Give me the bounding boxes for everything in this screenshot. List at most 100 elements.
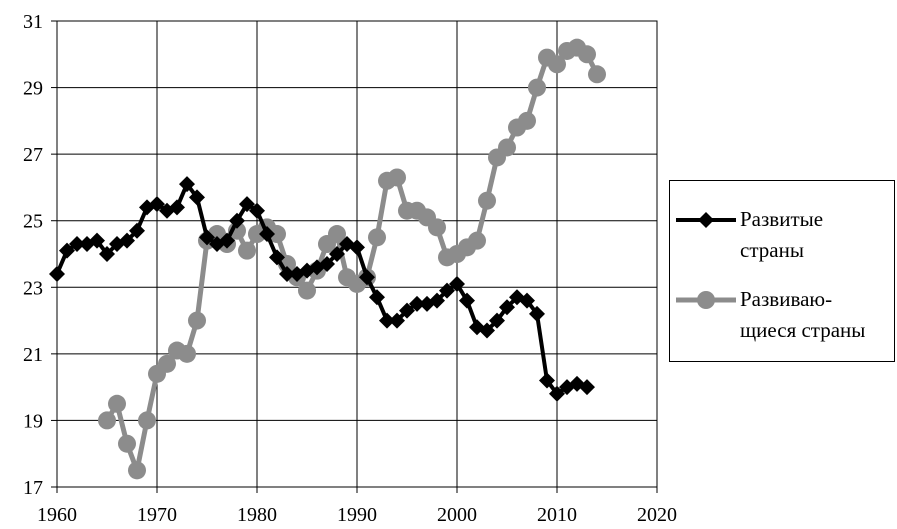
- x-axis: 1960 1970 1980 1990 2000 2010 2020: [37, 487, 677, 526]
- legend-label-developed-line1: Развитые: [740, 207, 824, 231]
- legend-label-developing: Развиваю- щиеся страны: [740, 284, 892, 346]
- data-point-developing: [298, 281, 316, 300]
- legend-item-developing: Развиваю- щиеся страны: [670, 284, 896, 348]
- y-tick-label: 19: [23, 410, 43, 432]
- data-point-developed: [399, 302, 415, 319]
- x-tick-label: 1990: [337, 504, 377, 526]
- data-point-developed: [359, 269, 375, 286]
- data-point-developing: [518, 111, 536, 130]
- data-point-developed: [479, 322, 495, 339]
- data-point-developing: [328, 225, 346, 244]
- legend-swatch-developing: [676, 291, 736, 309]
- data-point-developed: [389, 312, 405, 329]
- data-point-developed: [349, 239, 365, 256]
- data-point-developed: [409, 295, 425, 312]
- data-point-developed: [89, 232, 105, 249]
- data-point-developed: [379, 312, 395, 329]
- data-point-developing: [118, 434, 136, 453]
- data-point-developed: [489, 312, 505, 329]
- data-point-developing: [468, 231, 486, 250]
- x-tick-label: 1960: [37, 504, 77, 526]
- x-tick-label: 2020: [637, 504, 677, 526]
- data-point-developed: [189, 189, 205, 206]
- data-point-developed: [329, 246, 345, 262]
- data-point-developed: [579, 379, 595, 396]
- data-point-developed: [229, 212, 245, 229]
- data-point-developing: [188, 311, 206, 330]
- data-point-developed: [449, 275, 465, 292]
- legend-marker-developed: [698, 212, 714, 228]
- data-point-developed: [199, 229, 215, 246]
- y-tick-label: 25: [23, 211, 43, 233]
- data-point-developing: [178, 344, 196, 363]
- x-tick-label: 1980: [237, 504, 277, 526]
- data-point-developed: [439, 282, 455, 299]
- data-point-developing: [128, 461, 146, 480]
- data-point-developed: [249, 202, 265, 219]
- data-point-developed: [99, 246, 115, 262]
- data-point-developed: [219, 232, 235, 249]
- legend-swatch-developed: [676, 212, 736, 228]
- data-point-developing: [368, 228, 386, 247]
- data-point-developing: [578, 45, 596, 64]
- data-point-developed: [129, 222, 145, 239]
- y-tick-label: 31: [23, 11, 43, 33]
- data-point-developed: [549, 385, 565, 402]
- data-point-developed: [459, 292, 475, 309]
- data-point-developed: [519, 292, 535, 309]
- data-point-developed: [239, 196, 255, 213]
- legend-marker-developing: [697, 291, 715, 309]
- grid-lines: [56, 20, 658, 488]
- y-tick-label: 21: [23, 344, 43, 366]
- y-tick-label: 17: [23, 477, 43, 499]
- data-point-developing: [588, 65, 606, 84]
- data-point-developing: [498, 138, 516, 157]
- data-point-developed: [279, 265, 295, 282]
- legend: Развитые страны Развиваю- щиеся страны: [669, 180, 895, 362]
- legend-label-developing-line1: Развиваю-: [740, 287, 833, 311]
- data-point-developed: [69, 236, 85, 253]
- data-point-developed: [149, 196, 165, 213]
- data-point-developing: [388, 168, 406, 187]
- y-tick-label: 29: [23, 78, 43, 100]
- legend-item-developed: Развитые страны: [670, 204, 896, 268]
- data-point-developing: [428, 218, 446, 237]
- data-point-developing: [138, 411, 156, 430]
- series-line-developed: [55, 182, 588, 396]
- x-tick-label: 1970: [137, 504, 177, 526]
- data-point-developing: [548, 55, 566, 74]
- data-point-developed: [429, 292, 445, 309]
- data-point-developing: [478, 191, 496, 210]
- data-point-developed: [169, 199, 185, 216]
- data-point-developed: [319, 255, 335, 272]
- data-point-developed: [529, 305, 545, 322]
- legend-label-developed: Развитые страны: [740, 204, 892, 266]
- x-tick-label: 2000: [437, 504, 477, 526]
- data-point-developed: [179, 176, 195, 193]
- legend-label-developed-line2: страны: [740, 238, 804, 262]
- series-layer: [49, 38, 606, 480]
- data-point-developing: [268, 225, 286, 244]
- data-point-developed: [119, 232, 135, 249]
- data-point-developing: [528, 78, 546, 97]
- legend-label-developing-line2: щиеся страны: [740, 318, 866, 342]
- series-line-developing: [104, 45, 600, 473]
- data-point-developed: [269, 249, 285, 266]
- y-tick-label: 23: [23, 277, 43, 299]
- data-point-developed: [59, 242, 75, 259]
- data-point-developed: [49, 265, 65, 282]
- data-point-developing: [238, 241, 256, 260]
- plot-area: 1960 1970 1980 1990 2000 2010 2020 17 19 21 23 25 2…: [23, 11, 677, 526]
- series-developing: [98, 38, 606, 480]
- y-axis: 17 19 21 23 25 27 29 31: [23, 11, 57, 499]
- data-point-developing: [98, 411, 116, 430]
- data-point-developed: [539, 372, 555, 389]
- data-point-developing: [158, 354, 176, 373]
- series-developed: [49, 176, 595, 402]
- data-point-developed: [499, 299, 515, 316]
- data-point-developing: [108, 394, 126, 413]
- data-point-developed: [259, 226, 275, 243]
- data-point-developed: [369, 289, 385, 306]
- x-tick-label: 2010: [537, 504, 577, 526]
